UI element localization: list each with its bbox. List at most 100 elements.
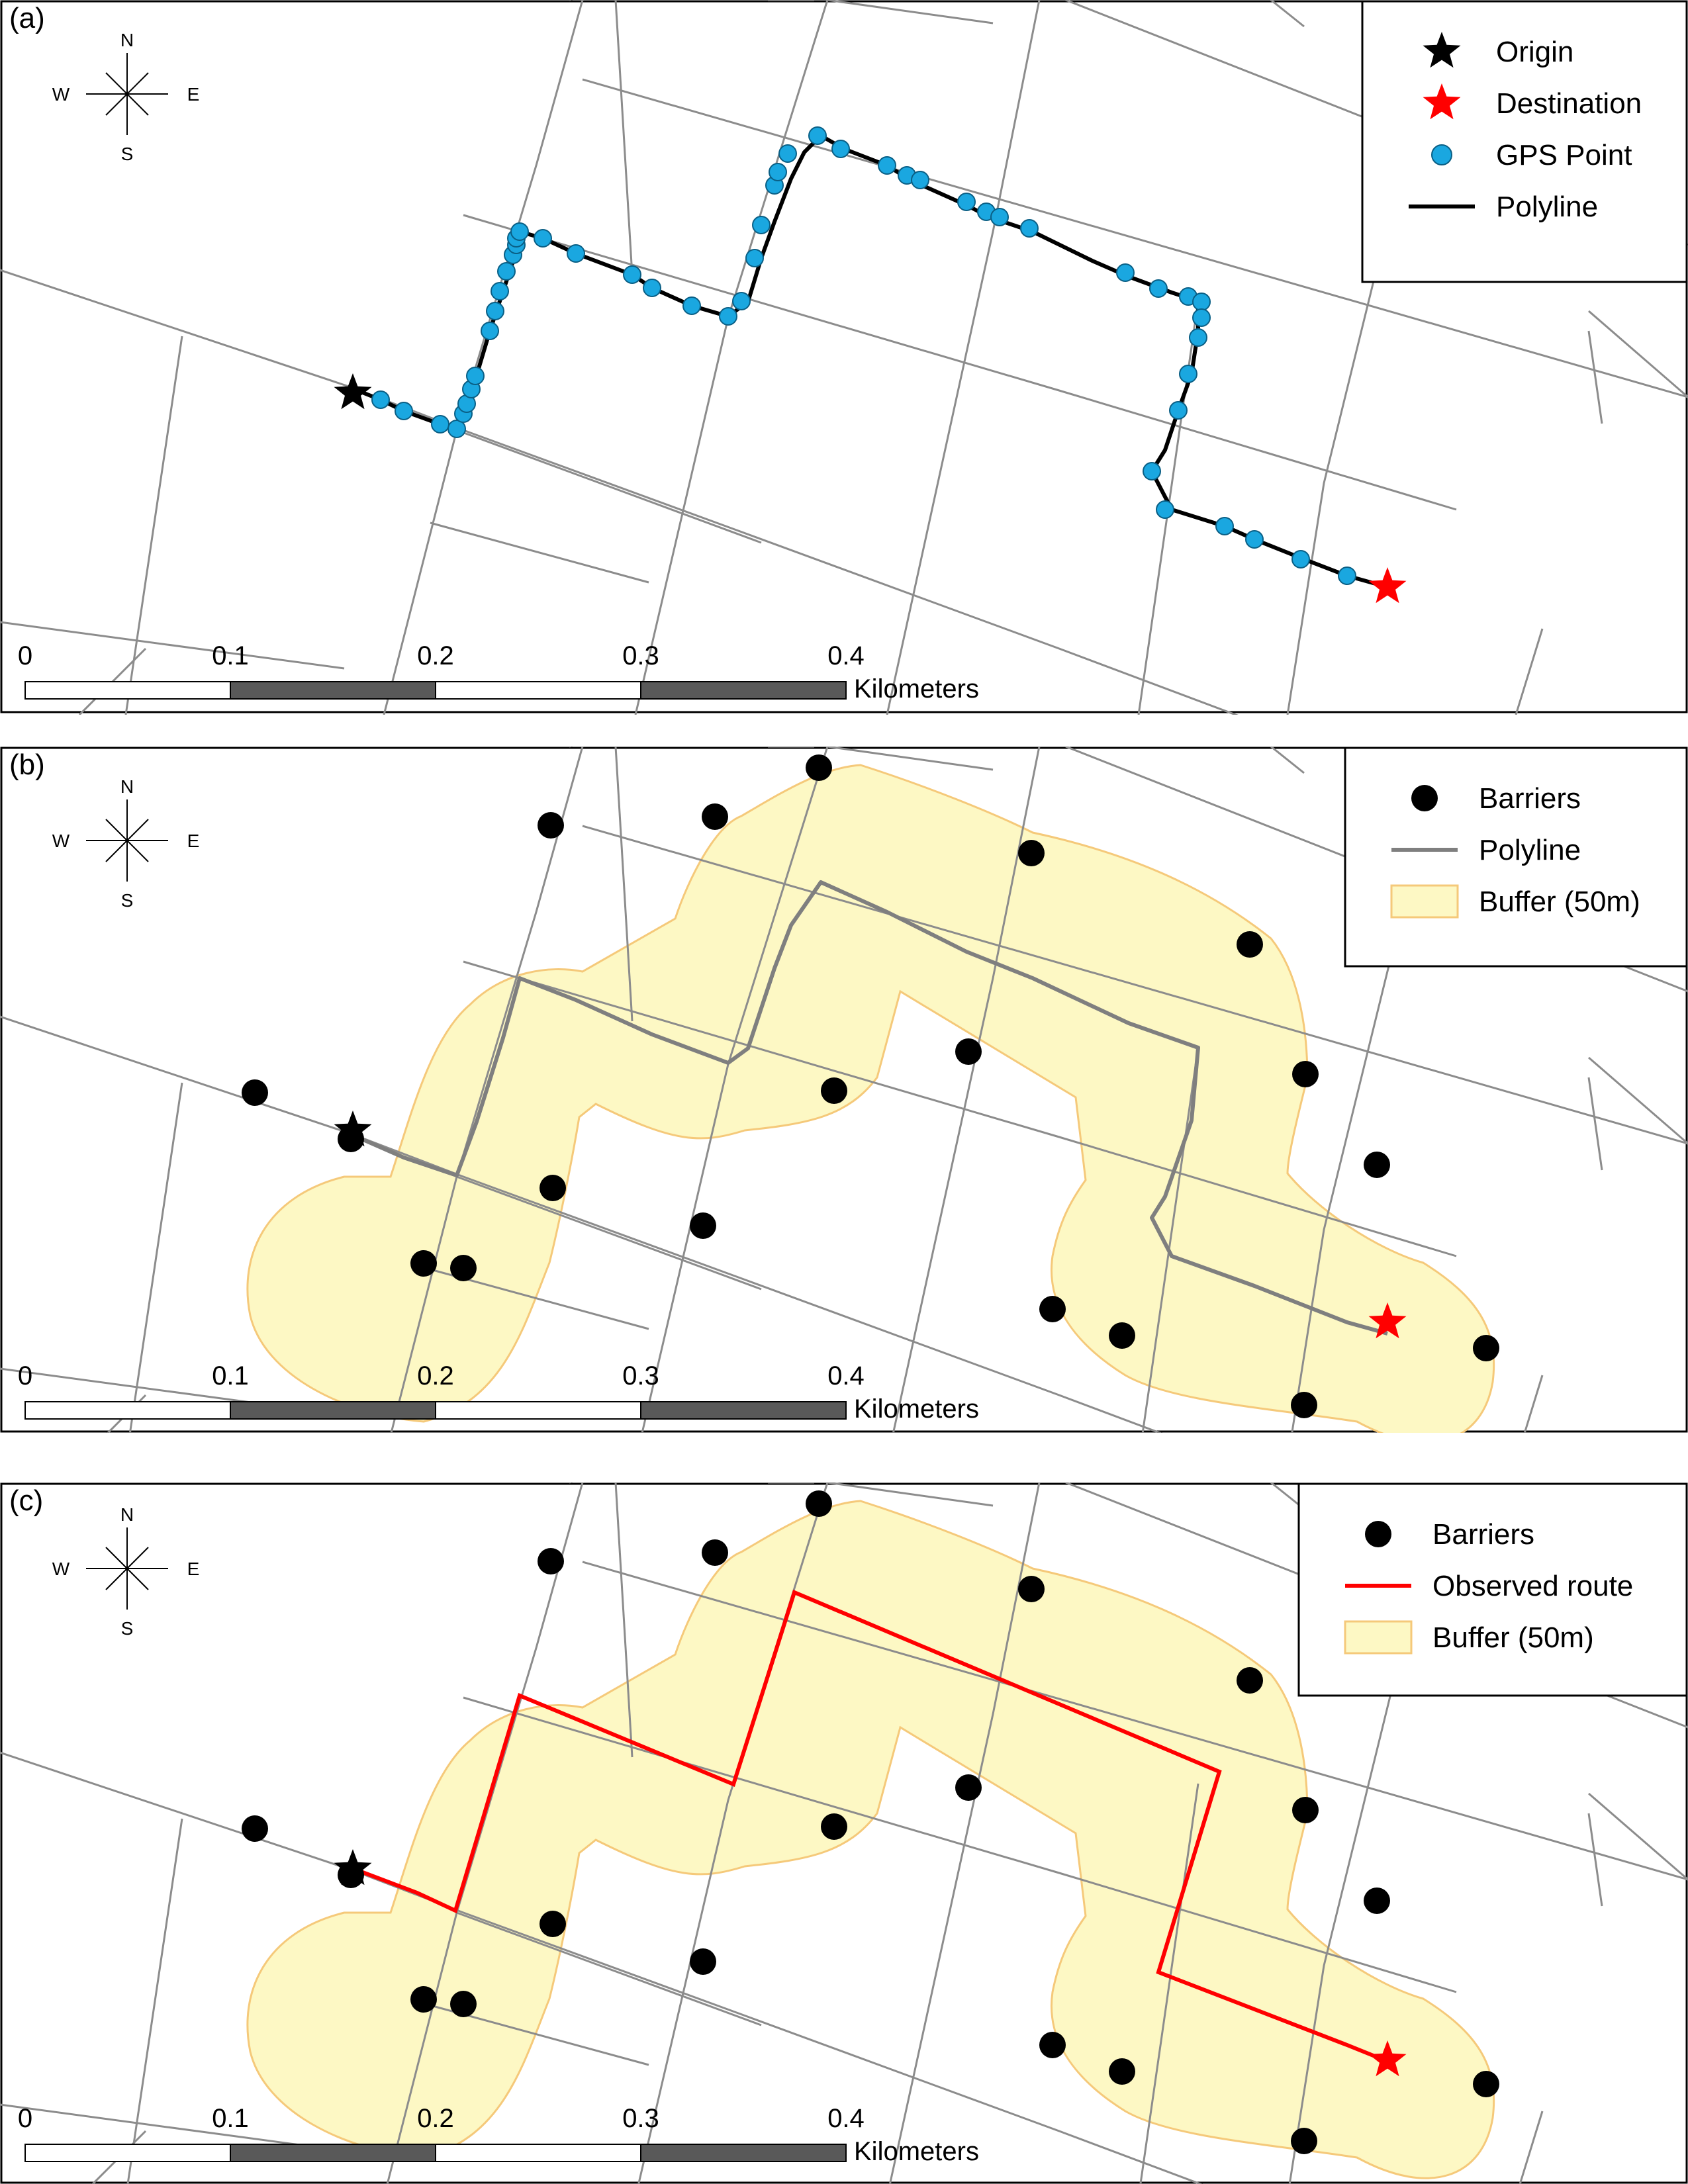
- barrier-point: [1039, 2032, 1066, 2058]
- barrier-point: [1473, 1335, 1499, 1361]
- road-segment: [1270, 747, 1305, 774]
- scale-bar-segment: [640, 2144, 847, 2162]
- legend-item-label: Destination: [1496, 87, 1642, 120]
- stars: [334, 373, 1407, 604]
- gps-point: [1143, 462, 1161, 480]
- road-segment: [637, 1482, 829, 2184]
- compass-rose-icon: N S E W: [52, 30, 200, 164]
- road-segment: [886, 0, 1041, 715]
- scale-bar-segment: [435, 681, 641, 700]
- scale-bar-segment: [435, 2144, 641, 2162]
- road-segment: [1515, 628, 1544, 715]
- legend-item-label: Polyline: [1479, 834, 1581, 866]
- road-segment: [0, 621, 345, 670]
- gps-point: [745, 249, 764, 267]
- compass-w-label: W: [52, 831, 70, 851]
- gps-point: [1149, 279, 1168, 298]
- gps-point: [1245, 530, 1264, 549]
- gps-point: [431, 415, 449, 433]
- road-segment: [827, 1482, 994, 1507]
- barrier-point: [539, 1911, 566, 1937]
- compass-rose-icon: N S E W: [52, 1504, 200, 1639]
- panel-label: (c): [9, 1484, 43, 1517]
- scale-tick-label: 0.3: [622, 641, 659, 670]
- barrier-point: [821, 1813, 847, 1840]
- gps-point: [808, 126, 827, 145]
- road-segment: [430, 522, 649, 584]
- gps-point: [1169, 401, 1188, 420]
- barrier-point: [806, 1490, 832, 1517]
- scale-bar-segment: [24, 2144, 231, 2162]
- scale-bar-segment: [24, 1401, 231, 1420]
- legend-item-label: Polyline: [1496, 191, 1598, 223]
- gps-point: [1189, 328, 1207, 347]
- scale-bar-segment: [24, 681, 231, 700]
- scale-bar-segment: [230, 2144, 436, 2162]
- buffer-polygon: [246, 1500, 1495, 2179]
- barrier-point: [806, 754, 832, 781]
- barrier-point: [955, 1774, 982, 1801]
- compass-e-label: E: [187, 1559, 200, 1579]
- road-segment: [456, 1175, 762, 1291]
- road-segment: [888, 1482, 1041, 2184]
- scale-tick-label: 0.2: [417, 1361, 454, 1390]
- compass-s-label: S: [121, 144, 134, 164]
- road-segment: [1519, 2111, 1544, 2184]
- scale-unit-label: Kilometers: [854, 674, 979, 704]
- barrier-point: [538, 1548, 564, 1574]
- legend: Barriers Observed route Buffer (50m): [1297, 1482, 1688, 1697]
- road-segment: [1139, 1783, 1199, 2184]
- barrier-point: [1364, 1888, 1390, 1914]
- compass-n-label: N: [120, 1504, 134, 1525]
- barrier-point: [690, 1948, 716, 1975]
- scale-tick-label: 0.4: [827, 641, 865, 670]
- gps-point: [911, 171, 929, 189]
- legend: Barriers Polyline Buffer (50m): [1344, 747, 1688, 968]
- legend-dot-blue-icon: [1431, 144, 1452, 165]
- legend-dot-black-icon: [1365, 1521, 1391, 1547]
- panel-a-gps-trace-map: (a) N S E W 0 0.1 0.2 0.3 0.4 Kilometers Origin Dest…: [0, 0, 1688, 715]
- barrier-point: [450, 1991, 477, 2017]
- gps-point: [567, 244, 585, 263]
- barrier-point: [1473, 2071, 1499, 2097]
- legend-item-label: Observed route: [1432, 1570, 1633, 1602]
- gps-point: [752, 216, 771, 234]
- compass-n-label: N: [120, 776, 134, 797]
- legend-dot-black-icon: [1411, 785, 1438, 811]
- barrier-point: [1292, 1061, 1319, 1087]
- barrier-point: [1292, 1797, 1319, 1823]
- scale-bar: 0 0.1 0.2 0.3 0.4 Kilometers: [18, 2104, 979, 2166]
- barrier-point: [450, 1255, 477, 1281]
- legend: Origin Destination GPS Point Polyline: [1361, 0, 1688, 283]
- barrier-point: [410, 1250, 437, 1277]
- road-segment: [463, 960, 1457, 1257]
- scale-tick-label: 0.2: [417, 641, 454, 670]
- scale-bar-segment: [640, 681, 847, 700]
- legend-item-label: Origin: [1496, 36, 1573, 68]
- compass-rose-icon: N S E W: [52, 776, 200, 911]
- scale-tick-label: 0.3: [622, 2104, 659, 2133]
- barrier-point: [242, 1079, 268, 1106]
- legend-item-label: Barriers: [1432, 1518, 1534, 1551]
- barrier-point: [1109, 1322, 1135, 1349]
- panel-b-svg: (b) N S E W 0 0.1 0.2 0.3 0.4 Kilometers Barriers Po…: [0, 747, 1688, 1433]
- barrier-point: [539, 1175, 566, 1201]
- road-segment: [582, 1561, 1688, 1881]
- road-segment: [463, 214, 1457, 511]
- road-segment: [128, 1082, 183, 1433]
- barrier-point: [1364, 1152, 1390, 1178]
- scale-tick-label: 0.1: [212, 1361, 249, 1390]
- gps-point: [510, 222, 529, 241]
- gps-point: [1338, 567, 1356, 585]
- panel-a-svg: (a) N S E W 0 0.1 0.2 0.3 0.4 Kilometers Origin Dest…: [0, 0, 1688, 715]
- destination-star-icon: [1368, 1302, 1407, 1339]
- road-segment: [0, 2103, 345, 2152]
- scale-bar-segment: [230, 681, 436, 700]
- panel-c-observed-route-map: (c) N S E W 0 0.1 0.2 0.3 0.4 Kilometers Barriers Ob…: [0, 1482, 1688, 2184]
- legend-item-label: Buffer (50m): [1479, 886, 1640, 918]
- gps-point: [1291, 550, 1310, 569]
- barrier-point: [1291, 1392, 1317, 1418]
- barrier-point: [1018, 1576, 1045, 1602]
- compass-e-label: E: [187, 831, 200, 851]
- legend-star-red-icon: [1423, 83, 1461, 120]
